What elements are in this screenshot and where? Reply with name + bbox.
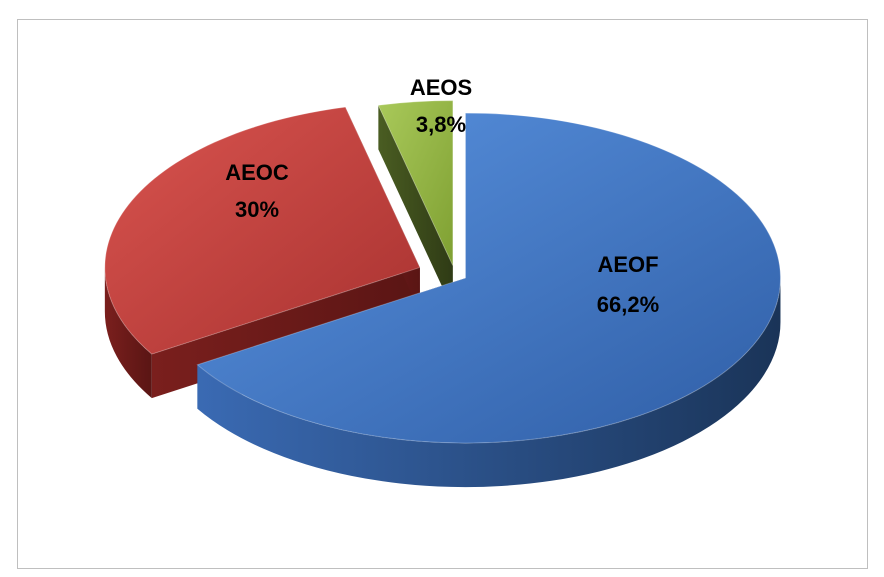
slice-label-value-aeos: 3,8%: [416, 112, 466, 137]
pie-slice-top-aeos: [377, 100, 454, 266]
slice-label-name-aeoc: AEOC: [225, 160, 289, 185]
slice-label-value-aeof: 66,2%: [597, 292, 659, 317]
slice-label-value-aeoc: 30%: [235, 197, 279, 222]
pie-slice-aeof: [196, 112, 781, 488]
pie-slice-aeos: [377, 100, 454, 310]
pie-slice-side-aeoc: [104, 267, 152, 399]
pie-slice-top-aeof: [196, 112, 781, 444]
pie-slice-wall-aeos-0: [378, 105, 453, 310]
slice-label-name-aeof: AEOF: [597, 252, 658, 277]
pie-slice-top-aeoc: [104, 106, 421, 355]
slice-label-name-aeos: AEOS: [410, 75, 472, 100]
pie-slice-side-aeof: [197, 278, 781, 488]
